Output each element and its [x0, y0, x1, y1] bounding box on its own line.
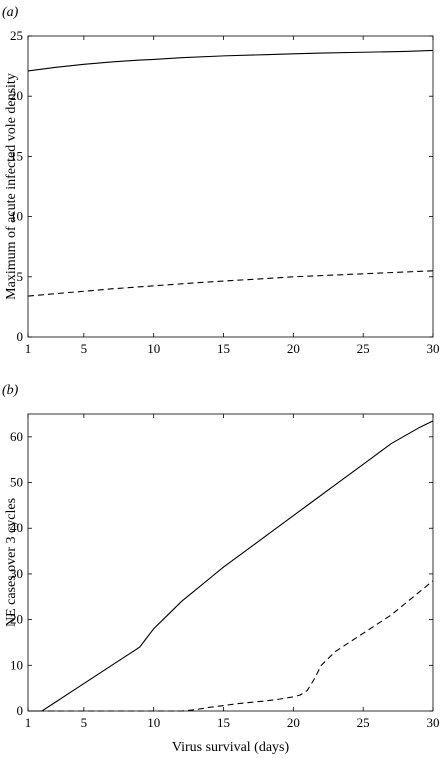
series-line-dashed — [28, 580, 434, 712]
x-tick-label: 5 — [81, 341, 88, 356]
series-line-solid — [27, 49, 434, 72]
y-tick-label: 30 — [10, 566, 23, 581]
series-line-solid — [28, 420, 434, 712]
panel-label: (b) — [2, 383, 19, 398]
x-tick-label: 15 — [217, 715, 230, 730]
y-tick-label: 20 — [10, 88, 23, 103]
y-tick-label: 10 — [10, 209, 23, 224]
x-tick-label: 20 — [287, 715, 300, 730]
x-tick-label: 5 — [81, 715, 88, 730]
x-tick-label: 25 — [357, 715, 370, 730]
x-tick-label: 1 — [25, 341, 32, 356]
y-axis-label: Maximum of acute infected vole density — [4, 73, 19, 300]
x-tick-label: 30 — [427, 341, 440, 356]
plot-frame — [27, 35, 434, 338]
x-tick-label: 25 — [357, 341, 370, 356]
x-tick-label: 10 — [147, 715, 160, 730]
y-tick-label: 15 — [10, 148, 23, 163]
x-tick-label: 1 — [25, 715, 32, 730]
y-tick-label: 10 — [10, 657, 23, 672]
y-tick-label: 0 — [17, 703, 24, 718]
y-tick-label: 5 — [17, 269, 24, 284]
y-tick-label: 50 — [10, 475, 23, 490]
panel-label: (a) — [2, 5, 19, 20]
y-tick-label: 0 — [17, 329, 24, 344]
y-tick-label: 60 — [10, 429, 23, 444]
x-tick-label: 30 — [427, 715, 440, 730]
x-tick-label: 20 — [287, 341, 300, 356]
y-tick-label: 20 — [10, 612, 23, 627]
y-axis-label: NE cases over 3 cycles — [4, 498, 19, 627]
y-tick-label: 40 — [10, 520, 23, 535]
x-tick-label: 10 — [147, 341, 160, 356]
series-line-dashed — [27, 270, 434, 297]
x-tick-label: 15 — [217, 341, 230, 356]
plot-frame — [27, 413, 434, 712]
y-tick-label: 25 — [10, 28, 23, 43]
x-axis-label: Virus survival (days) — [172, 740, 290, 755]
